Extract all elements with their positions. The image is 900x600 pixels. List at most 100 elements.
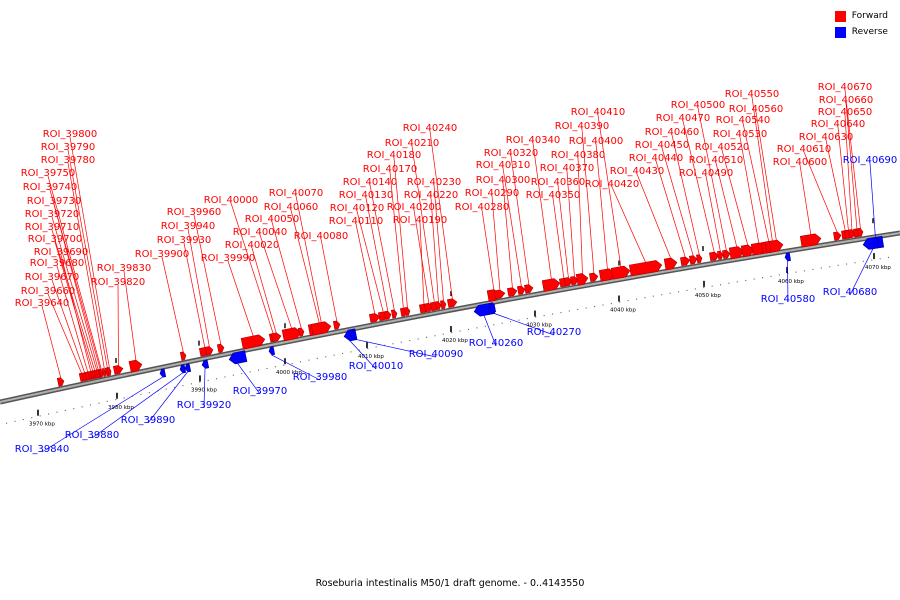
forward-gene-label: ROI_40020: [225, 240, 280, 251]
leader-line: [502, 182, 513, 289]
legend: Forward Reverse: [834, 8, 888, 40]
leader-line: [787, 260, 789, 303]
leader-line: [51, 229, 96, 372]
leader-line: [369, 184, 395, 311]
leader-line: [419, 222, 425, 306]
axis-minor-tick: [182, 385, 184, 387]
axis-minor-tick: [594, 306, 596, 308]
genome-caption: Roseburia intestinalis M50/1 draft genom…: [315, 578, 585, 589]
reverse-label: Reverse: [851, 27, 888, 37]
forward-gene: [722, 249, 731, 259]
leader-line: [739, 136, 760, 245]
leader-line: [636, 173, 672, 260]
axis-minor-tick: [375, 346, 377, 348]
axis-tick-label: 4010 kbp: [358, 354, 384, 360]
leader-line: [320, 238, 338, 322]
axis-minor-tick: [333, 354, 335, 356]
forward-swatch: [834, 10, 846, 22]
leader-line: [799, 164, 812, 236]
forward-gene-label: ROI_40230: [407, 177, 462, 188]
leader-line: [825, 139, 846, 232]
axis-minor-tick: [190, 383, 192, 385]
reverse-gene: [268, 346, 276, 356]
forward-gene: [106, 367, 112, 376]
forward-gene-label: ROI_39830: [97, 263, 152, 274]
axis-minor-tick: [48, 413, 50, 415]
reverse-gene: [159, 368, 167, 378]
forward-gene-label: ROI_40180: [367, 150, 422, 161]
axis-minor-tick: [400, 341, 402, 343]
axis-minor-tick: [619, 301, 621, 303]
axis-minor-tick: [358, 349, 360, 351]
axis-minor-tick: [451, 332, 453, 334]
leader-line: [611, 186, 647, 264]
axis-minor-tick: [6, 422, 8, 424]
forward-gene: [494, 289, 506, 300]
reverse-gene-label: ROI_39880: [65, 430, 120, 441]
axis-minor-tick: [308, 359, 310, 361]
leader-line: [721, 149, 749, 247]
axis-tick-label: 4060 kbp: [778, 279, 804, 285]
axis-minor-tick: [585, 307, 587, 309]
leader-line: [54, 241, 94, 372]
forward-gene-label: ROI_40140: [343, 177, 398, 188]
axis-minor-tick: [770, 275, 772, 277]
forward-gene-label: ROI_40340: [506, 135, 561, 146]
reverse-gene: [228, 350, 248, 365]
forward-gene: [709, 251, 720, 262]
axis-minor-tick: [98, 402, 100, 404]
leader-line: [433, 184, 444, 302]
forward-gene: [610, 265, 631, 280]
axis-minor-tick: [316, 357, 318, 359]
forward-gene-label: ROI_40390: [555, 121, 610, 132]
leader-line: [566, 170, 575, 278]
axis-minor-tick: [123, 397, 125, 399]
forward-gene-label: ROI_40190: [393, 215, 448, 226]
leader-line: [227, 260, 254, 338]
forward-gene: [310, 321, 332, 336]
leader-line: [552, 197, 565, 280]
leader-line: [51, 279, 86, 374]
axis-minor-tick: [661, 294, 663, 296]
forward-gene-label: ROI_39940: [161, 221, 216, 232]
leader-line: [203, 368, 206, 409]
axis-minor-tick: [350, 351, 352, 353]
axis-minor-tick: [426, 336, 428, 338]
axis-minor-tick: [526, 318, 528, 320]
axis-minor-tick: [753, 278, 755, 280]
leader-line: [349, 340, 377, 370]
reverse-gene-label: ROI_39980: [293, 372, 348, 383]
leader-line: [532, 142, 552, 281]
forward-gene-label: ROI_40640: [811, 119, 866, 130]
leader-line: [413, 209, 430, 305]
forward-gene: [240, 334, 266, 350]
forward-gene: [297, 327, 305, 337]
axis-minor-tick: [778, 274, 780, 276]
leader-line: [237, 363, 261, 395]
axis-minor-tick: [879, 258, 881, 260]
forward-gene-label: ROI_40300: [476, 175, 531, 186]
forward-gene: [216, 343, 225, 353]
reverse-gene: [201, 359, 210, 369]
forward-gene: [768, 239, 784, 253]
axis-minor-tick: [644, 297, 646, 299]
axis-minor-tick: [64, 409, 66, 411]
axis-minor-tick: [745, 279, 747, 281]
reverse-swatch: [834, 26, 846, 38]
axis-minor-tick: [728, 282, 730, 284]
axis-minor-tick: [249, 371, 251, 373]
forward-gene: [368, 313, 381, 323]
leader-line: [577, 157, 583, 275]
axis-minor-tick: [31, 417, 33, 419]
leader-line: [844, 114, 853, 231]
leader-line: [41, 305, 62, 379]
forward-gene-label: ROI_39990: [201, 253, 256, 264]
reverse-gene-label: ROI_40690: [843, 155, 898, 166]
forward-gene-label: ROI_40130: [339, 190, 394, 201]
leader-line: [742, 122, 770, 243]
forward-gene: [848, 229, 856, 239]
reverse-gene-label: ROI_39890: [121, 415, 176, 426]
forward-gene-label: ROI_40290: [465, 188, 520, 199]
forward-gene-label: ROI_40210: [385, 138, 440, 149]
axis-minor-tick: [686, 289, 688, 291]
